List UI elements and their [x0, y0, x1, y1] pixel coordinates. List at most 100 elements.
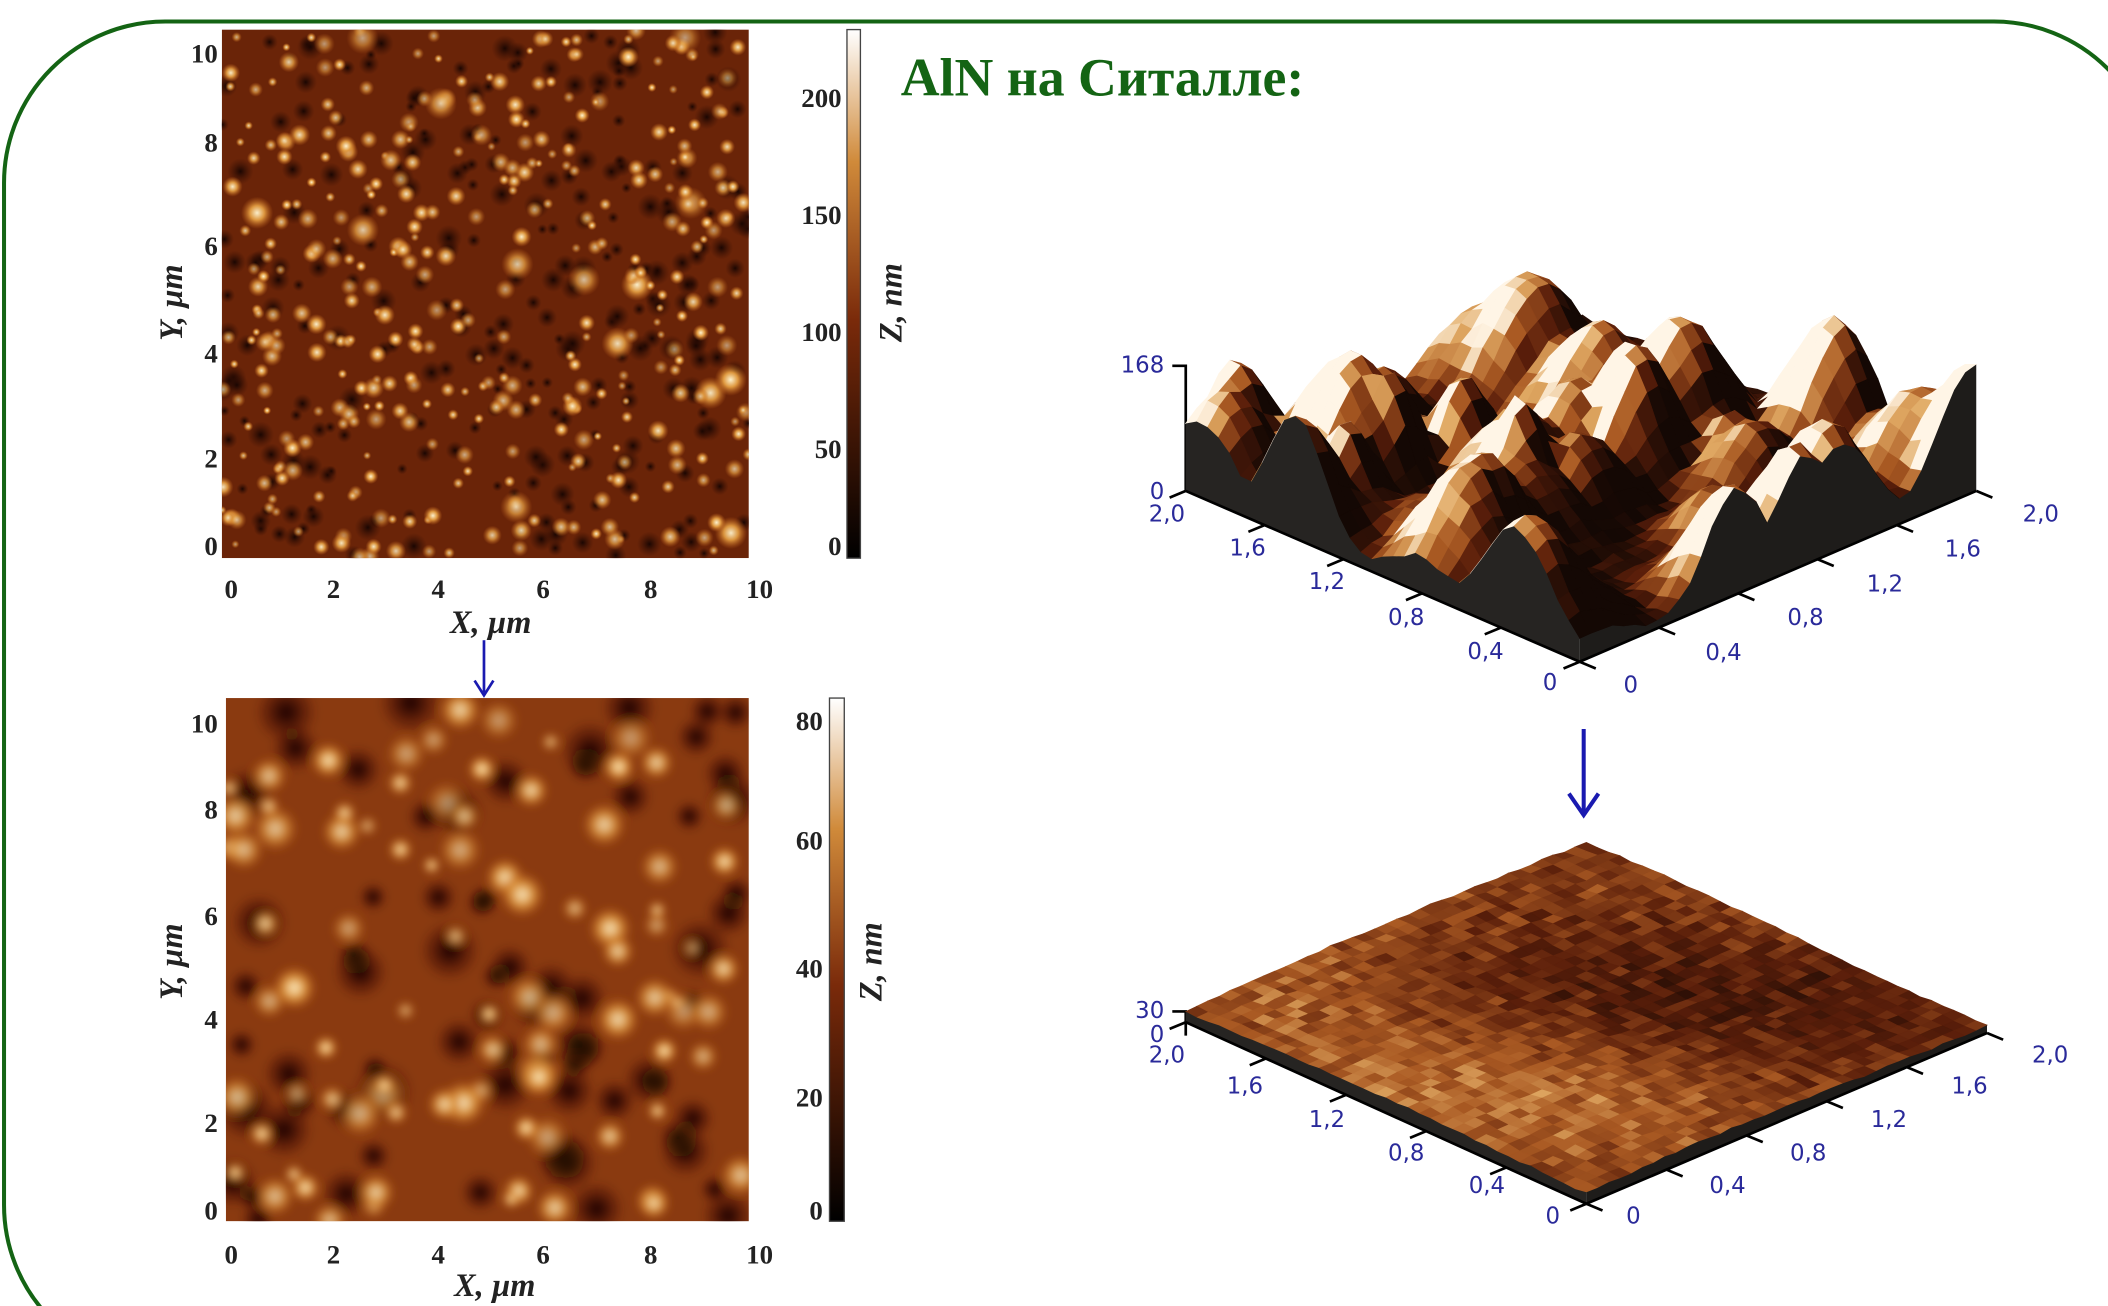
map-grain	[350, 547, 369, 566]
map-grain	[402, 514, 417, 529]
map-grain	[467, 754, 497, 784]
map-pit	[693, 422, 712, 441]
map-grain	[241, 197, 273, 229]
tick	[1250, 1059, 1266, 1066]
map-grain	[719, 1154, 762, 1197]
left-tick-label: 2,0	[1149, 502, 1185, 528]
title: AlN на Ситалле:	[901, 48, 1305, 108]
map-grain	[526, 157, 538, 169]
map-pit	[419, 128, 430, 139]
map-grain	[730, 286, 744, 300]
map-pit	[405, 101, 417, 113]
x-tick-label: 10	[746, 1240, 773, 1270]
map-grain	[647, 900, 668, 921]
map-grain	[716, 335, 737, 356]
map-grain	[272, 965, 317, 1010]
map-grain	[595, 997, 640, 1042]
map-grain	[668, 455, 687, 474]
tick	[1170, 1022, 1186, 1029]
map-grain	[671, 384, 690, 403]
map-grain	[481, 375, 496, 390]
map-grain	[283, 1164, 304, 1185]
map-pit	[587, 69, 613, 95]
map-pit	[236, 483, 248, 495]
map-pit	[435, 1018, 482, 1065]
map-grain	[375, 204, 389, 218]
map-grain	[424, 506, 443, 525]
map-pit	[711, 477, 729, 495]
z-tick-label: 100	[801, 317, 841, 347]
map-grain	[487, 142, 496, 151]
map-grain	[275, 264, 286, 275]
tick	[1170, 491, 1186, 498]
z-tick-label: 20	[796, 1082, 823, 1112]
left-tick-label: 0,8	[1388, 1141, 1424, 1167]
map-grain	[227, 510, 246, 529]
map-grain	[688, 118, 701, 131]
map-grain	[504, 159, 522, 177]
map-grain	[427, 29, 440, 42]
y-tick-label: 2	[204, 1108, 217, 1138]
right-tick-label: 0,8	[1787, 605, 1823, 631]
map-pit	[674, 801, 705, 832]
map-grain	[388, 837, 413, 862]
map-grain	[407, 337, 422, 352]
map-pit	[219, 405, 230, 416]
map-grain	[282, 43, 290, 51]
map-grain	[325, 192, 335, 202]
y-tick-label: 0	[204, 531, 217, 561]
z-tick-label: 80	[796, 706, 823, 736]
map-grain	[593, 491, 612, 510]
map-grain	[416, 265, 435, 284]
tick	[1827, 1101, 1843, 1108]
map-grain	[709, 545, 719, 555]
map-grain	[511, 540, 528, 557]
map-grain	[265, 139, 277, 151]
map-grain	[264, 237, 277, 250]
map-grain	[388, 331, 404, 347]
map-grain	[443, 547, 454, 558]
y-tick-label: 6	[204, 901, 217, 931]
map-pit	[719, 876, 753, 911]
map-pit	[216, 118, 229, 131]
map-grain	[629, 253, 641, 265]
map-pit	[683, 513, 699, 529]
map-grain	[372, 375, 382, 385]
map-grain	[268, 77, 278, 87]
map-grain	[561, 142, 576, 157]
map-grain	[499, 871, 546, 918]
left-tick-label: 0,4	[1469, 1173, 1505, 1199]
right-tick-label: 1,2	[1867, 572, 1903, 598]
left-tick-label: 0,4	[1467, 639, 1503, 665]
map-grain	[525, 1115, 569, 1160]
map-pit	[540, 169, 562, 191]
map-grain	[437, 827, 482, 872]
map-grain	[463, 466, 474, 477]
map-pit	[492, 480, 503, 491]
map-grain	[230, 360, 239, 369]
map-grain	[568, 165, 580, 177]
map-grain	[254, 363, 269, 378]
map-pit	[453, 60, 469, 76]
tick	[1248, 525, 1264, 532]
y-axis-label: Y, µm	[153, 264, 189, 341]
map-pit	[397, 463, 408, 474]
map-grain	[291, 199, 302, 210]
map-grain	[386, 733, 427, 774]
map-grain	[425, 204, 441, 220]
map-grain	[716, 209, 735, 228]
tick	[1659, 628, 1675, 635]
map-grain	[600, 518, 619, 537]
map-grain	[425, 87, 457, 119]
map-grain	[621, 411, 633, 423]
map-grain	[707, 513, 726, 532]
map-grain	[665, 35, 682, 52]
tick	[1580, 662, 1596, 669]
map-grain	[697, 197, 709, 209]
map-pit	[281, 503, 302, 524]
map-grain	[357, 815, 379, 837]
map-grain	[347, 214, 379, 246]
map-grain	[360, 131, 378, 149]
map-grain	[501, 1189, 522, 1210]
map-grain	[647, 83, 656, 92]
